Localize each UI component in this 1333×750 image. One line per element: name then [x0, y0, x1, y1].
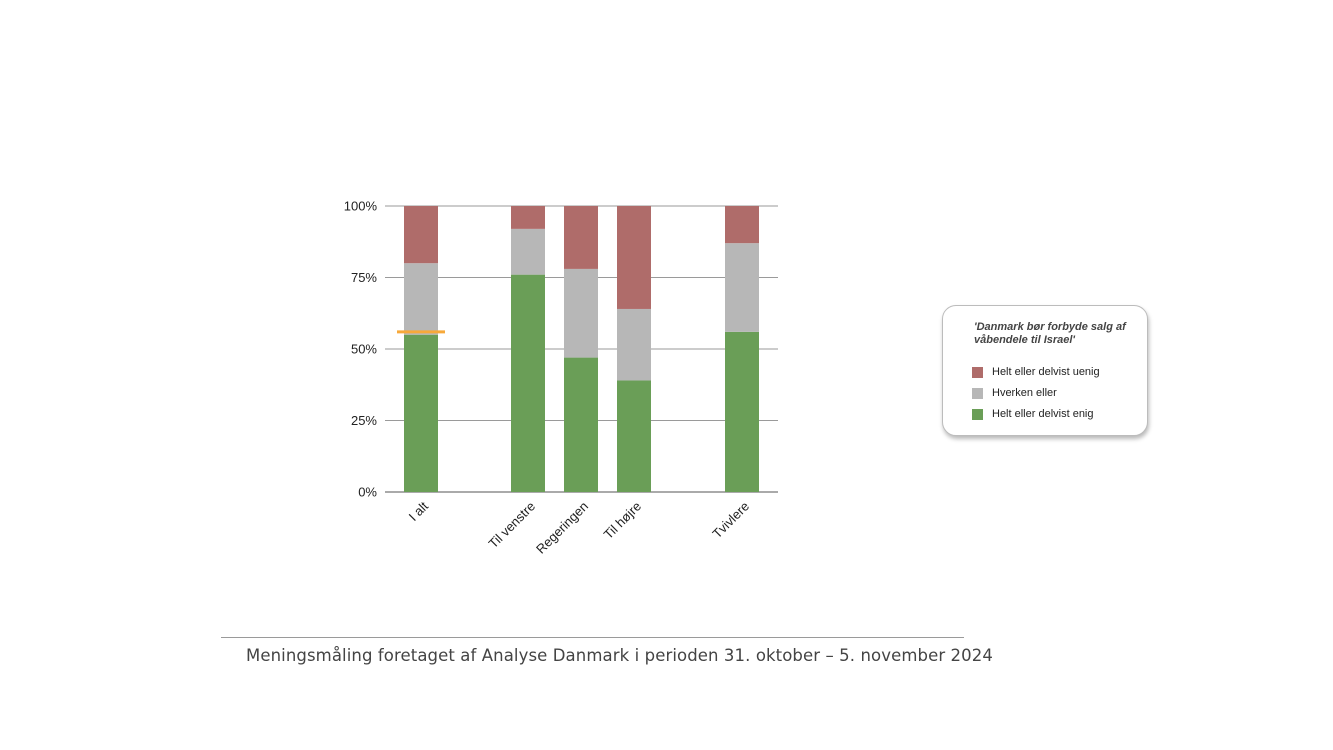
- legend-label-hverken: Hverken eller: [992, 387, 1057, 399]
- legend-label-uenig: Helt eller delvist uenig: [992, 366, 1100, 378]
- y-tick-label: 0%: [358, 485, 377, 500]
- bar-segment: [404, 263, 438, 335]
- bar-segment: [404, 206, 438, 264]
- footer-source-note: Meningsmåling foretaget af Analyse Danma…: [246, 646, 993, 665]
- x-category-label: Til højre: [601, 499, 644, 542]
- bar-segment: [725, 206, 759, 244]
- legend-item-hverken: Hverken eller: [972, 386, 1057, 400]
- bar-segment: [617, 308, 651, 381]
- x-category-label: I alt: [406, 498, 432, 524]
- y-tick-label: 25%: [351, 413, 377, 428]
- bar-segment: [725, 331, 759, 492]
- legend-swatch-enig: [972, 408, 983, 420]
- bar-segment: [617, 206, 651, 309]
- bar-segment: [725, 243, 759, 332]
- bar-segment: [564, 206, 598, 269]
- y-tick-label: 50%: [351, 342, 377, 357]
- x-category-label: Regeringen: [533, 499, 591, 557]
- y-tick-label: 100%: [344, 199, 378, 214]
- legend-title: 'Danmark bør forbyde salg af våbendele t…: [974, 321, 1126, 346]
- bar-segment: [564, 357, 598, 492]
- x-category-label: Tvivlere: [709, 499, 752, 542]
- legend-item-uenig: Helt eller delvist uenig: [972, 365, 1100, 379]
- bar-segment: [404, 334, 438, 492]
- footer-divider: [221, 637, 964, 638]
- bar-segment: [564, 268, 598, 358]
- legend: 'Danmark bør forbyde salg af våbendele t…: [942, 305, 1148, 436]
- legend-item-enig: Helt eller delvist enig: [972, 407, 1094, 421]
- bar-segment: [511, 206, 545, 229]
- legend-swatch-hverken: [972, 387, 983, 399]
- bar-segment: [617, 380, 651, 492]
- y-tick-label: 75%: [351, 270, 377, 285]
- legend-label-enig: Helt eller delvist enig: [992, 408, 1094, 420]
- bar-segment: [511, 274, 545, 492]
- bar-segment: [511, 228, 545, 275]
- legend-swatch-uenig: [972, 366, 983, 378]
- x-category-label: Til venstre: [485, 499, 538, 552]
